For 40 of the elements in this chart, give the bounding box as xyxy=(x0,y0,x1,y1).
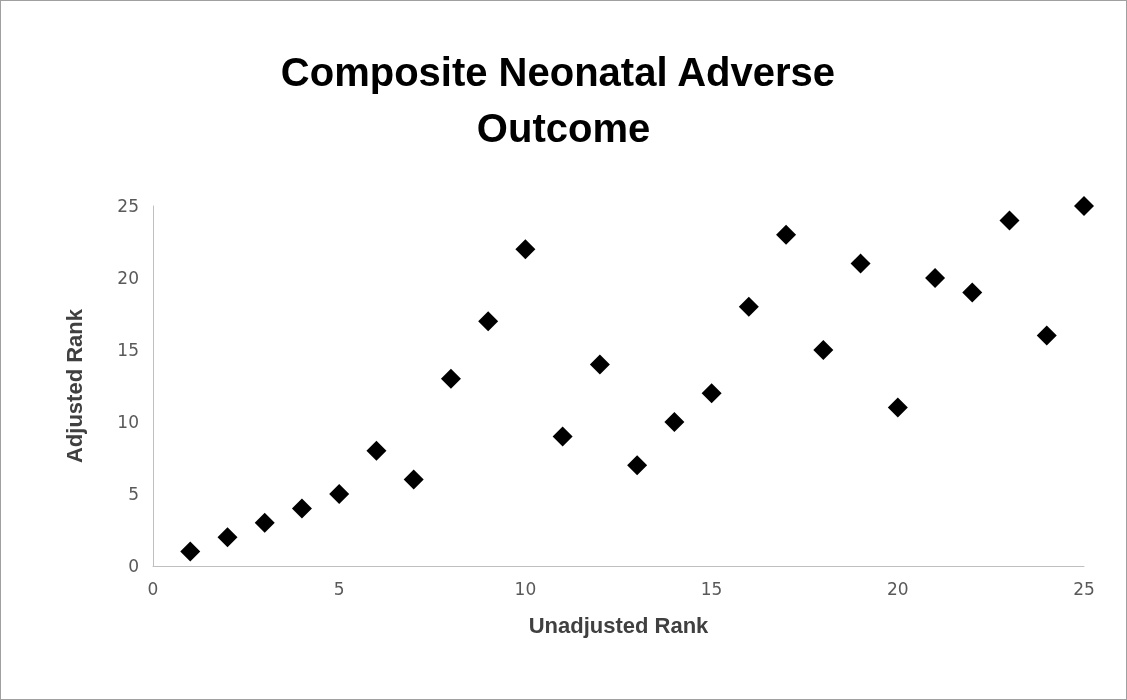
x-tick-label: 25 xyxy=(1073,578,1095,599)
y-tick-label: 15 xyxy=(117,340,139,360)
x-tick-label: 5 xyxy=(333,578,345,599)
y-tick-label: 0 xyxy=(128,556,139,576)
point xyxy=(999,210,1020,231)
point xyxy=(776,224,797,245)
point xyxy=(552,426,573,447)
y-axis-title: Adjusted Rank xyxy=(61,308,87,464)
point xyxy=(291,498,312,519)
point xyxy=(515,239,536,260)
point xyxy=(664,412,685,432)
y-tick-label: 10 xyxy=(117,412,139,432)
point xyxy=(1036,325,1057,346)
x-tick-label: 0 xyxy=(147,578,159,599)
y-tick-label: 25 xyxy=(117,196,139,216)
point xyxy=(887,397,908,418)
point xyxy=(366,440,387,461)
x-tick-label: 15 xyxy=(700,578,723,599)
point xyxy=(254,512,275,533)
point xyxy=(1074,196,1094,216)
x-tick-label: 20 xyxy=(886,578,909,599)
point xyxy=(850,253,871,274)
point xyxy=(217,527,238,548)
point xyxy=(627,455,648,476)
x-axis-title: Unadjusted Rank xyxy=(528,612,710,638)
y-tick-label: 20 xyxy=(117,268,139,288)
point xyxy=(440,368,461,389)
point xyxy=(925,268,946,288)
point xyxy=(403,469,424,490)
point xyxy=(738,296,759,317)
chart-title: Composite Neonatal Adverse Outcome xyxy=(280,50,847,150)
point xyxy=(813,340,834,360)
point xyxy=(962,282,983,303)
point xyxy=(478,311,499,332)
y-tick-label: 5 xyxy=(128,484,139,504)
point xyxy=(180,541,201,562)
x-tick-label: 10 xyxy=(514,578,537,599)
point xyxy=(329,484,350,504)
point xyxy=(589,354,610,375)
point xyxy=(701,383,722,404)
